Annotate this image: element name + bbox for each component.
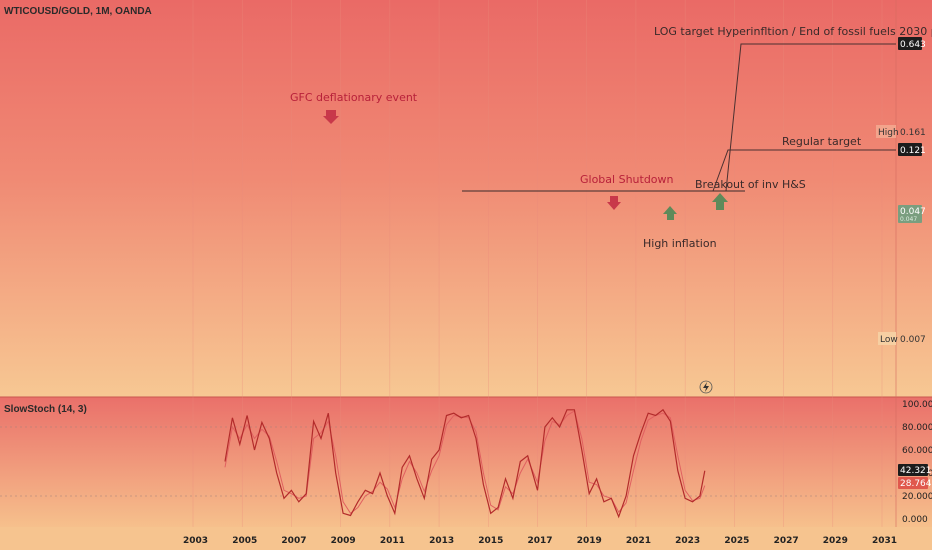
stoch-tick-label: 100.000 <box>902 400 932 410</box>
time-tick-label: 2013 <box>429 536 454 546</box>
low-label-tag <box>878 332 896 345</box>
stoch-d-tag <box>898 477 928 489</box>
time-axis-background <box>0 527 932 550</box>
low-value: 0.007 <box>900 335 926 345</box>
time-tick-label: 2021 <box>626 536 651 546</box>
arrow-down-gfc-icon <box>323 110 339 124</box>
stoch-d-value: 28.764 <box>900 479 932 489</box>
stochastic-series <box>0 408 896 519</box>
regular-target-line <box>712 149 896 192</box>
annotation-regular-target: Regular target <box>782 135 862 148</box>
time-tick-label: 2019 <box>577 536 602 546</box>
time-tick-label: 2007 <box>281 536 306 546</box>
high-label-tag <box>876 125 896 138</box>
stoch-k-value: 42.321 <box>900 466 932 476</box>
indicator-label: SlowStoch (14, 3) <box>4 404 87 415</box>
arrow-down-shutdown-icon <box>607 196 621 210</box>
annotation-log-target: LOG target Hyperinfltion / End of fossil… <box>654 25 932 38</box>
time-tick-label: 2031 <box>872 536 897 546</box>
annotation-high-inflation: High inflation <box>643 237 717 250</box>
stoch-tick-label: 80.000 <box>902 423 932 433</box>
time-tick-label: 2017 <box>528 536 553 546</box>
time-tick-label: 2027 <box>774 536 799 546</box>
annotation-global-shutdown: Global Shutdown <box>580 173 674 186</box>
stoch-k-tag <box>898 464 928 476</box>
stoch-tick-label: 60.000 <box>902 446 932 456</box>
annotation-gfc: GFC deflationary event <box>290 91 418 104</box>
arrow-up-inflation-icon <box>663 206 677 220</box>
stoch-k-line <box>224 408 706 519</box>
last-price-value: 0.047 <box>900 207 926 217</box>
stoch-tick-label: 20.000 <box>902 492 932 502</box>
stoch-pane-background <box>0 397 932 527</box>
high-value: 0.161 <box>900 128 926 138</box>
last-price-sub: 0.047 <box>900 216 917 223</box>
regular-target-tag <box>898 143 922 156</box>
regular-target-tag-value: 0.121 <box>900 146 926 156</box>
main-pane-background <box>0 0 932 397</box>
time-axis[interactable]: 2003 2005 2007 2009 2011 2013 2015 2017 2019 2021… <box>183 536 897 546</box>
annotation-breakout: Breakout of inv H&S <box>695 178 806 191</box>
high-label: High <box>878 128 899 138</box>
time-tick-label: 2015 <box>478 536 503 546</box>
grid-lines <box>192 0 883 527</box>
chart-ticker: WTICOUSD/GOLD, 1M, OANDA <box>4 6 152 17</box>
time-tick-label: 2029 <box>823 536 848 546</box>
log-target-line <box>725 43 896 192</box>
low-label: Low <box>880 335 898 345</box>
stoch-tick-label: 0.000 <box>902 515 928 525</box>
arrow-up-breakout-icon <box>712 193 728 210</box>
time-tick-label: 2011 <box>380 536 405 546</box>
time-tick-label: 2025 <box>724 536 749 546</box>
time-tick-label: 2003 <box>183 536 208 546</box>
lightning-icon[interactable] <box>699 380 713 394</box>
time-tick-label: 2005 <box>232 536 257 546</box>
last-price-tag <box>898 205 922 223</box>
log-target-tag <box>898 37 922 50</box>
time-tick-label: 2023 <box>675 536 700 546</box>
log-target-tag-value: 0.643 <box>900 40 926 50</box>
time-tick-label: 2009 <box>331 536 356 546</box>
